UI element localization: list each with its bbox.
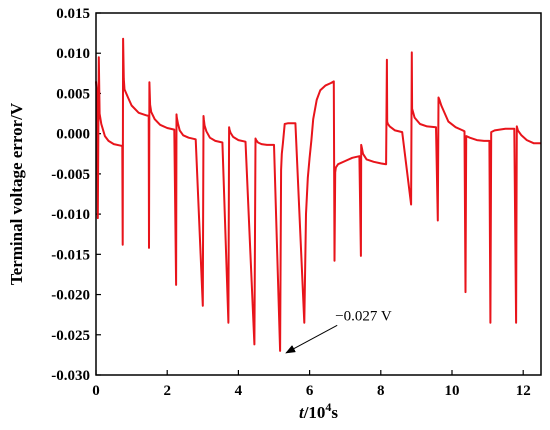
series-line	[95, 37, 541, 352]
x-tick-label: 4	[235, 383, 243, 399]
y-tick-label: -0.030	[51, 368, 90, 384]
x-tick-label: 12	[516, 383, 531, 399]
y-tick-label: -0.020	[51, 288, 90, 304]
y-tick-label: 0.010	[56, 46, 90, 62]
y-tick-label: -0.010	[51, 207, 90, 223]
x-axis-title-exponent: 4	[325, 400, 331, 414]
x-axis-title: t/104s	[299, 400, 338, 422]
x-tick-label: 6	[306, 383, 314, 399]
x-tick-label: 10	[445, 383, 460, 399]
y-tick-label: 0.000	[56, 127, 90, 143]
x-axis-title-scale: /10	[303, 403, 326, 422]
x-axis-ticks: 0 2 4 6 8 10 12	[92, 370, 531, 399]
y-tick-label: -0.025	[51, 328, 90, 344]
y-tick-label: -0.005	[51, 167, 90, 183]
x-axis-title-unit: s	[331, 403, 338, 422]
x-tick-label: 0	[92, 383, 100, 399]
annotation-label: −0.027 V	[335, 308, 392, 324]
x-axis-title-symbol: t	[299, 403, 305, 422]
y-axis-title: Terminal voltage error/V	[7, 102, 26, 285]
plot-frame	[95, 12, 542, 376]
annotation-arrow	[285, 324, 338, 354]
y-axis-ticks: 0.015 0.010 0.005 0.000 -0.005 -0.010 -0.015 -0…	[51, 6, 101, 384]
x-tick-label: 2	[163, 383, 171, 399]
y-tick-label: 0.015	[56, 6, 90, 22]
x-tick-label: 8	[377, 383, 385, 399]
y-tick-label: -0.015	[51, 247, 90, 263]
y-tick-label: 0.005	[56, 86, 90, 102]
